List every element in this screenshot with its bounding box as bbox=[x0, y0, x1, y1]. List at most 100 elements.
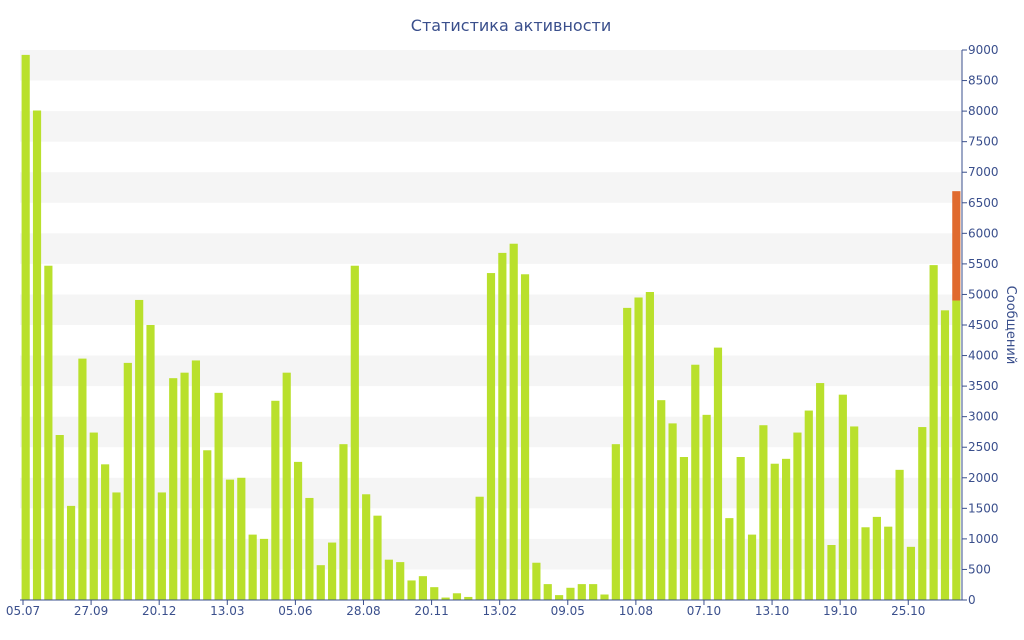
x-tick-label: 05.07 bbox=[6, 604, 40, 618]
bar bbox=[32, 110, 42, 600]
bar bbox=[78, 358, 87, 600]
bar bbox=[759, 425, 768, 600]
bar bbox=[271, 400, 280, 600]
bar bbox=[645, 292, 654, 600]
bar bbox=[89, 432, 98, 600]
bar bbox=[895, 469, 904, 600]
bar bbox=[44, 265, 53, 600]
bar bbox=[384, 559, 393, 600]
bar bbox=[838, 394, 847, 600]
bar bbox=[259, 538, 269, 600]
bar bbox=[884, 526, 893, 600]
bar bbox=[691, 364, 700, 600]
y-tick-label: 2500 bbox=[968, 440, 999, 454]
y-tick-label: 4500 bbox=[968, 318, 999, 332]
y-tick-label: 5000 bbox=[968, 287, 999, 301]
bar bbox=[770, 463, 779, 600]
bar-segment-highlight bbox=[952, 191, 961, 301]
y-tick-label: 8000 bbox=[968, 104, 999, 118]
bar bbox=[475, 496, 484, 600]
x-tick-label: 19.10 bbox=[823, 604, 857, 618]
y-tick-label: 0 bbox=[968, 593, 976, 607]
x-tick-label: 20.12 bbox=[142, 604, 176, 618]
x-tick-label: 28.08 bbox=[346, 604, 380, 618]
bar bbox=[101, 464, 110, 600]
x-tick-label: 13.03 bbox=[210, 604, 244, 618]
y-tick-label: 6500 bbox=[968, 196, 999, 210]
bar bbox=[918, 427, 927, 600]
bar bbox=[589, 584, 598, 600]
bar bbox=[214, 392, 223, 600]
bar bbox=[180, 372, 189, 600]
grid-band bbox=[20, 233, 962, 264]
bar bbox=[566, 587, 575, 600]
y-tick-label: 2000 bbox=[968, 471, 999, 485]
bar bbox=[430, 587, 439, 600]
bar bbox=[543, 584, 552, 600]
y-tick-label: 1500 bbox=[968, 501, 999, 515]
y-tick-label: 7000 bbox=[968, 165, 999, 179]
bars-group bbox=[21, 54, 961, 600]
bar bbox=[668, 423, 677, 600]
bar bbox=[498, 252, 507, 600]
bar bbox=[146, 325, 155, 600]
bar bbox=[157, 492, 166, 600]
bar bbox=[441, 597, 450, 600]
x-tick-labels: 05.07 27.09 20.12 13.03 05.06 28.08 20.11 13.02… bbox=[6, 604, 926, 618]
bar bbox=[940, 310, 950, 600]
x-tick-label: 07.10 bbox=[687, 604, 721, 618]
y-tick-label: 3000 bbox=[968, 410, 999, 424]
bar bbox=[906, 546, 916, 600]
x-tick-label: 05.06 bbox=[278, 604, 312, 618]
bar bbox=[611, 444, 620, 600]
bar bbox=[316, 565, 325, 600]
bar bbox=[237, 477, 246, 600]
bar bbox=[781, 458, 791, 600]
bar bbox=[293, 461, 303, 600]
bar bbox=[486, 273, 496, 600]
y-axis-label: Сообщений bbox=[1003, 286, 1018, 365]
bar bbox=[861, 527, 870, 600]
x-tick-label: 13.02 bbox=[482, 604, 516, 618]
bar bbox=[816, 383, 825, 600]
bar bbox=[713, 347, 723, 600]
bar bbox=[747, 534, 757, 600]
bar bbox=[328, 542, 337, 600]
bar bbox=[407, 580, 416, 600]
axes-group bbox=[20, 49, 967, 605]
x-tick-label: 09.05 bbox=[551, 604, 585, 618]
y-tick-label: 5500 bbox=[968, 257, 999, 271]
bar bbox=[373, 515, 382, 600]
x-tick-label: 27.09 bbox=[74, 604, 108, 618]
bar bbox=[282, 372, 291, 600]
bar bbox=[464, 596, 473, 600]
bar bbox=[827, 545, 836, 600]
x-tick-label: 20.11 bbox=[414, 604, 448, 618]
bar bbox=[600, 594, 609, 600]
bar bbox=[362, 494, 371, 600]
bar bbox=[657, 400, 666, 600]
bar bbox=[135, 299, 144, 600]
bar bbox=[520, 274, 530, 600]
bar bbox=[725, 518, 734, 600]
bar bbox=[736, 457, 745, 600]
y-tick-label: 6000 bbox=[968, 226, 999, 240]
bar bbox=[305, 497, 314, 600]
bar bbox=[123, 362, 132, 600]
grid-band bbox=[20, 111, 962, 142]
chart-title: Статистика активности bbox=[411, 16, 611, 35]
bar bbox=[702, 414, 711, 600]
bar bbox=[952, 300, 961, 600]
y-tick-label: 8500 bbox=[968, 74, 999, 88]
bar bbox=[452, 593, 462, 600]
y-tick-label: 9000 bbox=[968, 43, 999, 57]
bar bbox=[929, 265, 938, 600]
bar bbox=[112, 492, 121, 600]
bar bbox=[577, 584, 586, 600]
bar bbox=[396, 562, 405, 600]
bar bbox=[418, 576, 427, 600]
grid-band bbox=[20, 50, 962, 81]
x-tick-label: 10.08 bbox=[619, 604, 653, 618]
bar bbox=[804, 410, 813, 600]
